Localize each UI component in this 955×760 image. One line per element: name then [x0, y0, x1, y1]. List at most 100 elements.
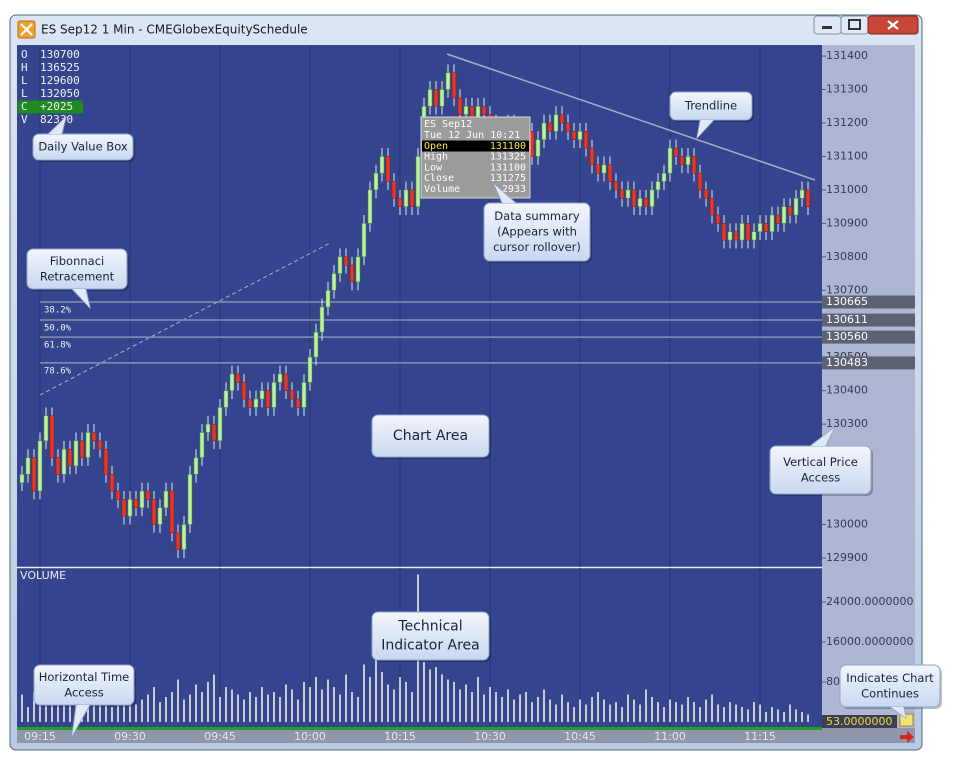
data-summary-value: 131275 — [490, 173, 526, 184]
candle-body — [799, 189, 805, 199]
fibonacci-price: 130611 — [826, 313, 868, 326]
callout-text: Fibonnaci — [50, 254, 104, 268]
data-summary-value: 131100 — [490, 162, 526, 173]
callout-text: Continues — [861, 686, 919, 700]
app-icon-glyph — [20, 23, 33, 36]
candle-body — [163, 490, 169, 509]
value-box-value: 82330 — [40, 113, 73, 126]
y-tick-label: 130300 — [826, 417, 868, 430]
value-box-key: V — [21, 113, 28, 126]
candle-body — [169, 490, 175, 534]
candle-body — [721, 223, 727, 241]
fibonacci-ratio: 38.2% — [44, 305, 72, 315]
callout — [839, 664, 941, 708]
candle-body — [751, 231, 757, 241]
candle-body — [625, 189, 631, 199]
candle-body — [691, 156, 697, 174]
candle-body — [631, 189, 637, 207]
candle-body — [271, 381, 277, 408]
fibonacci-price-box — [822, 330, 915, 344]
candle-body — [85, 432, 91, 458]
x-tick-label: 11:15 — [744, 730, 776, 743]
data-summary-label: High — [424, 152, 448, 163]
data-summary-symbol: ES Sep12 — [424, 119, 472, 130]
value-box-value: 136525 — [40, 61, 80, 74]
candle-body — [583, 131, 589, 149]
candle-body — [547, 122, 553, 132]
candle-body — [385, 156, 391, 182]
candle-body — [481, 105, 487, 115]
callout-text: Technical — [397, 619, 462, 635]
value-box-key: H — [21, 61, 28, 74]
callout-text: Access — [64, 685, 103, 699]
callout-text: Indicator Area — [381, 638, 480, 654]
data-summary-label: Open — [424, 141, 448, 152]
candle-body — [67, 448, 73, 467]
candle-body — [373, 172, 379, 191]
candle-body — [577, 131, 583, 140]
candle-body — [697, 172, 703, 191]
indicator-title: VOLUME — [20, 569, 66, 582]
y-tick-label: 130800 — [826, 250, 868, 263]
value-box-value: 130700 — [40, 48, 80, 61]
candle-body — [667, 147, 673, 174]
callout-text: Vertical Price — [783, 455, 858, 469]
candle-body — [337, 256, 343, 274]
candle-body — [19, 474, 25, 483]
x-tick-label: 09:15 — [24, 730, 56, 743]
fibonacci-price-box — [822, 313, 915, 327]
fibonacci-ratio: 78.6% — [44, 366, 72, 376]
candle-body — [679, 156, 685, 166]
candle-body — [211, 423, 217, 442]
y-tick-label: 131200 — [826, 116, 868, 129]
candle-body — [217, 407, 223, 442]
candle-body — [715, 214, 721, 224]
candle-body — [349, 264, 355, 283]
candle-body — [445, 72, 451, 90]
candle-body — [313, 331, 319, 358]
candle-body — [241, 381, 247, 400]
candle-body — [601, 164, 607, 174]
callout-pointer-fill — [73, 289, 90, 308]
maximize-button[interactable] — [840, 15, 869, 35]
x-tick-label: 09:45 — [204, 730, 236, 743]
candle-body — [463, 105, 469, 115]
candle-body — [703, 189, 709, 199]
candle-body — [649, 189, 655, 207]
candle-body — [739, 223, 745, 241]
callout-pointer-fill — [891, 707, 906, 718]
callout — [371, 611, 490, 661]
candle-body — [247, 398, 253, 408]
y-tick-label: 131400 — [826, 49, 868, 62]
candle-body — [37, 440, 43, 492]
candle-body — [109, 474, 115, 492]
candle-body — [115, 490, 121, 500]
candle-body — [619, 189, 625, 199]
candle-body — [397, 197, 403, 207]
candle-body — [157, 507, 163, 525]
maximize-glyph — [848, 19, 861, 30]
candle-body — [781, 206, 787, 224]
x-tick-label: 09:30 — [114, 730, 146, 743]
minimize-button[interactable] — [813, 15, 842, 35]
price-axis-area — [822, 45, 915, 728]
fibonacci-anchor-line — [39, 242, 331, 396]
candle-body — [307, 356, 313, 383]
candle-body — [391, 181, 397, 199]
candle-body — [439, 89, 445, 107]
candle-body — [265, 390, 271, 408]
candle-body — [613, 181, 619, 191]
fibonacci-price: 130665 — [826, 295, 868, 308]
y-tick-label: 130000 — [826, 518, 868, 531]
data-summary-value: 2933 — [502, 184, 526, 195]
candle-body — [319, 306, 325, 333]
candle-body — [607, 164, 613, 182]
candle-body — [133, 499, 139, 509]
callout-pointer-fill — [49, 117, 66, 134]
candle-body — [181, 524, 187, 550]
trendline[interactable] — [446, 53, 816, 181]
data-summary-time: Tue 12 Jun 10:21 — [424, 130, 520, 141]
callout-text: Horizontal Time — [39, 670, 130, 684]
continue-arrow — [900, 731, 914, 743]
candle-body — [127, 499, 133, 517]
